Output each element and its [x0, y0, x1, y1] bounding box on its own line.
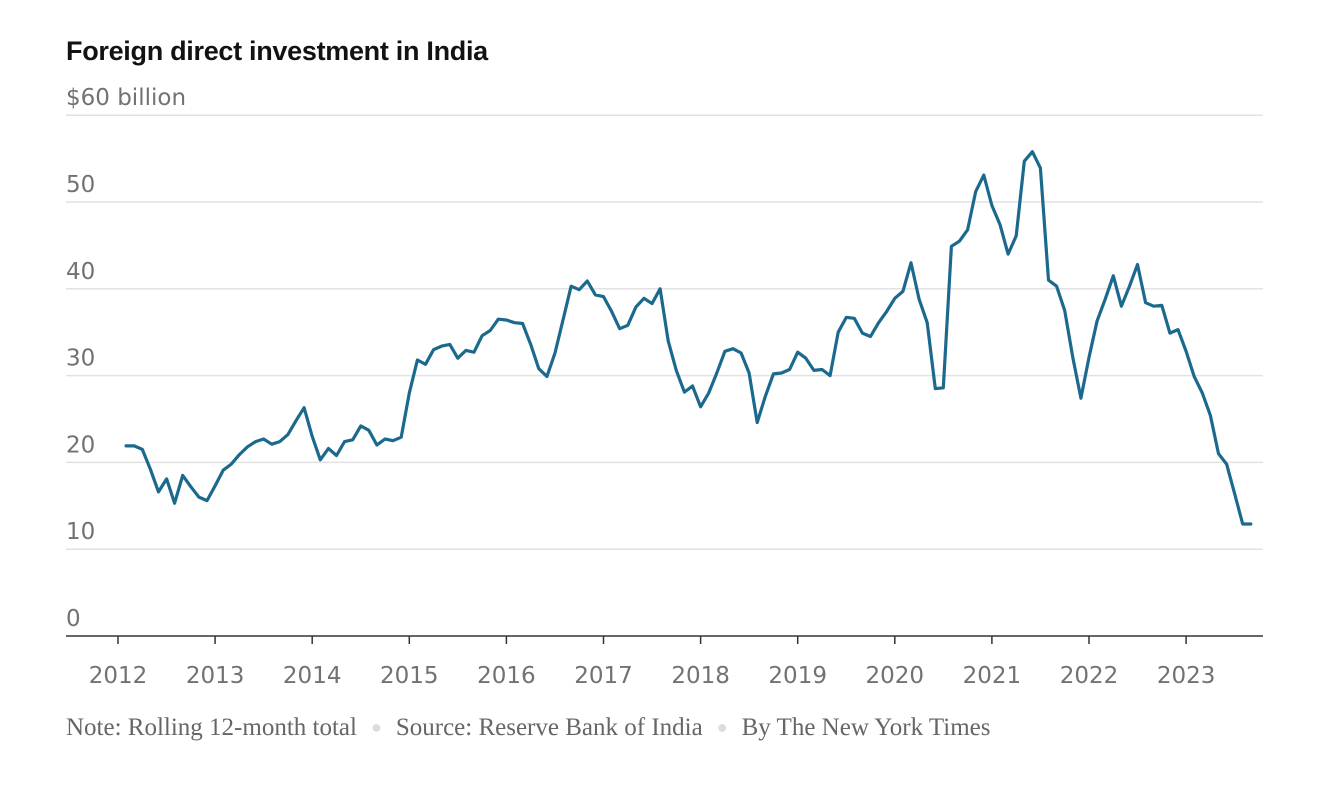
- x-tick-label: 2015: [380, 663, 439, 689]
- x-tick-label: 2013: [186, 663, 245, 689]
- footer-note: Note: Rolling 12-month total: [66, 714, 357, 741]
- x-tick-label: 2012: [89, 663, 148, 689]
- y-tick-label: 20: [66, 432, 95, 458]
- x-tick-label: 2020: [866, 663, 925, 689]
- x-tick-label: 2018: [671, 663, 730, 689]
- gridlines: [66, 114, 1263, 550]
- x-tick-label: 2023: [1157, 663, 1216, 689]
- y-tick-label: 30: [66, 346, 95, 372]
- footer-byline: By The New York Times: [741, 714, 991, 741]
- x-tick-label: 2016: [477, 663, 536, 689]
- x-tick-label: 2017: [574, 663, 633, 689]
- chart-title: Foreign direct investment in India: [66, 36, 488, 66]
- y-tick-label: 10: [66, 519, 95, 545]
- y-tick-label: 40: [66, 259, 95, 285]
- footer-separator: ●: [370, 717, 382, 737]
- y-tick-label: $60 billion: [66, 85, 186, 111]
- chart-footer: Note: Rolling 12-month total ● Source: Res…: [66, 714, 990, 742]
- x-tick-label: 2021: [963, 663, 1022, 689]
- x-tick-label: 2019: [768, 663, 827, 689]
- series-line-fdi: [124, 150, 1253, 526]
- y-tick-label: 50: [66, 172, 95, 198]
- y-axis-labels: 0 10 20 30 40 50 $60 billion: [66, 85, 186, 632]
- x-tick-label: 2014: [283, 663, 342, 689]
- footer-source: Source: Reserve Bank of India: [395, 714, 703, 741]
- series-layer: [124, 150, 1253, 526]
- y-tick-label: 0: [66, 606, 81, 632]
- x-axis: 2012 2013 2014 2015 2016 2017 2018 2019 2020 2021…: [66, 635, 1263, 689]
- footer-separator: ●: [716, 717, 728, 737]
- x-tick-label: 2022: [1060, 663, 1119, 689]
